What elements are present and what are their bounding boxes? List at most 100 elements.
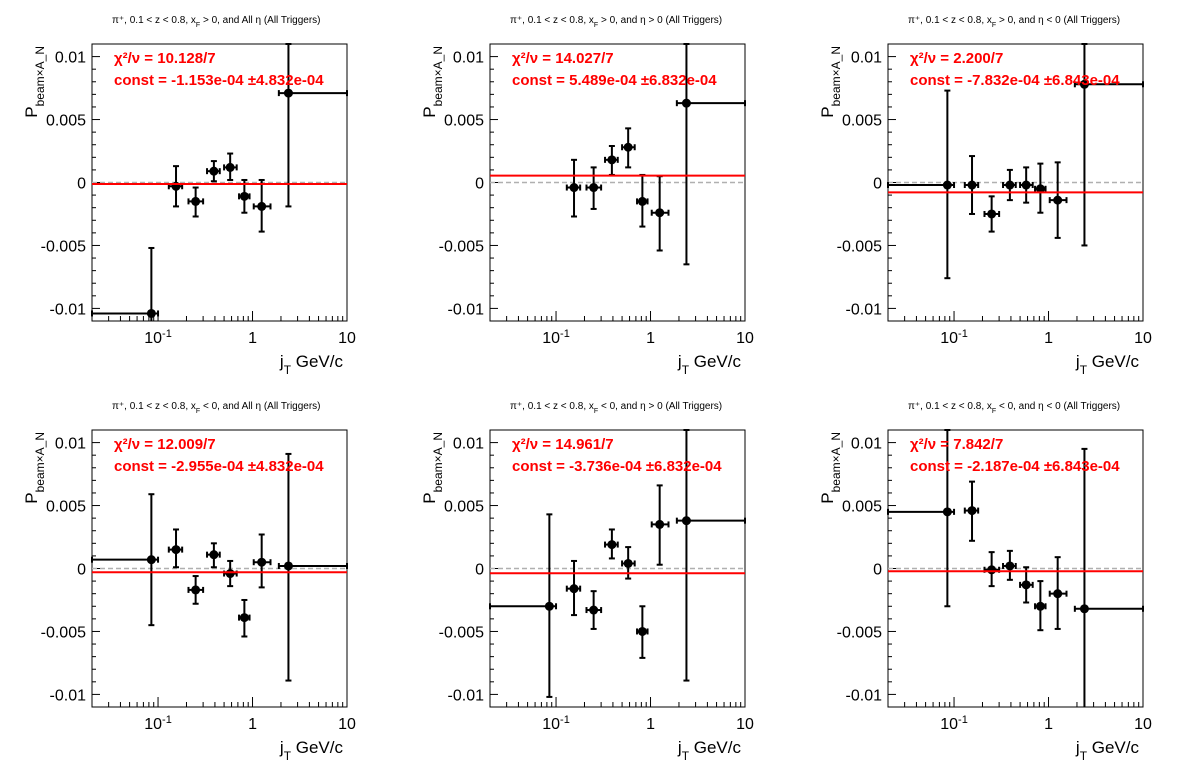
data-point (206, 160, 221, 183)
data-point (585, 590, 603, 630)
data-marker (1021, 580, 1031, 590)
y-tick-label: 0.005 (842, 113, 882, 130)
panel-title: π⁺, 0.1 < z < 0.8, xF < 0, and η < 0 (Al… (908, 401, 1120, 415)
x-axis-label: jT GeV/c (279, 352, 344, 377)
y-axis-label: Pbeam×A_N (22, 46, 47, 118)
fit-const-label: const = -1.153e-04 ±4.832e-04 (114, 72, 324, 89)
y-tick-label: 0.01 (55, 50, 86, 67)
data-marker (987, 565, 997, 575)
x-tick-label: 1 (1044, 330, 1053, 347)
data-point (277, 43, 348, 208)
y-tick-label: 0.01 (453, 50, 484, 67)
x-axis-label: jT GeV/c (1075, 352, 1140, 377)
fit-chi2-label: χ²/ν = 7.842/7 (910, 436, 1003, 453)
data-marker (589, 605, 599, 615)
y-tick-label: 0.01 (55, 436, 86, 453)
data-marker (1021, 180, 1031, 190)
data-point (565, 559, 582, 617)
data-point (650, 175, 670, 252)
y-tick-label: -0.01 (50, 687, 87, 704)
data-point (167, 165, 184, 208)
x-tick-label: 10 (338, 330, 356, 347)
data-point (887, 429, 956, 608)
data-point (604, 144, 619, 176)
x-tick-label: 10 (1134, 716, 1152, 733)
data-marker (283, 561, 293, 571)
data-point (675, 43, 746, 266)
y-tick-label: 0.01 (453, 436, 484, 453)
fit-const-label: const = 5.489e-04 ±6.832e-04 (512, 72, 717, 89)
data-point (1002, 549, 1017, 581)
x-axis-label: jT GeV/c (677, 352, 742, 377)
data-point (1034, 580, 1047, 632)
data-point (565, 158, 582, 218)
panel-2: π⁺, 0.1 < z < 0.8, xF > 0, and η > 0 (Al… (420, 15, 754, 377)
y-tick-label: -0.01 (448, 301, 485, 318)
data-point (206, 542, 221, 569)
data-marker (589, 183, 599, 193)
y-tick-label: -0.01 (50, 301, 87, 318)
data-point (238, 178, 251, 214)
y-tick-label: -0.005 (837, 624, 882, 641)
panel-title: π⁺, 0.1 < z < 0.8, xF < 0, and η > 0 (Al… (510, 401, 722, 415)
data-point (223, 559, 238, 588)
x-tick-label: 10-1 (542, 714, 570, 733)
y-tick-label: 0 (873, 562, 882, 579)
fit-chi2-label: χ²/ν = 14.027/7 (512, 50, 614, 67)
y-tick-label: -0.005 (41, 238, 86, 255)
data-marker (987, 209, 997, 219)
data-point (1048, 161, 1068, 239)
panel-6: π⁺, 0.1 < z < 0.8, xF < 0, and η < 0 (Al… (818, 401, 1152, 763)
data-point (983, 551, 1001, 588)
data-marker (146, 308, 156, 318)
data-point (636, 605, 649, 659)
data-marker (569, 584, 579, 594)
data-marker (681, 98, 691, 108)
fit-chi2-label: χ²/ν = 10.128/7 (114, 50, 216, 67)
x-tick-label: 10 (338, 716, 356, 733)
data-marker (569, 183, 579, 193)
data-marker (1035, 601, 1045, 611)
data-marker (1079, 604, 1089, 614)
x-tick-label: 10 (736, 330, 754, 347)
data-marker (1053, 195, 1063, 205)
y-axis-label: Pbeam×A_N (818, 432, 843, 504)
x-tick-label: 10 (1134, 330, 1152, 347)
fit-chi2-label: χ²/ν = 12.009/7 (114, 436, 216, 453)
data-marker (283, 88, 293, 98)
x-axis-label: jT GeV/c (279, 738, 344, 763)
data-marker (1053, 589, 1063, 599)
fit-const-label: const = -3.736e-04 ±6.832e-04 (512, 458, 722, 475)
data-marker (655, 519, 665, 529)
y-tick-label: -0.005 (439, 624, 484, 641)
panel-3: π⁺, 0.1 < z < 0.8, xF > 0, and η < 0 (Al… (818, 15, 1152, 377)
fit-const-label: const = -7.832e-04 ±6.843e-04 (910, 72, 1120, 89)
data-marker (146, 555, 156, 565)
y-tick-label: -0.005 (439, 238, 484, 255)
data-point (887, 89, 956, 280)
data-marker (191, 196, 201, 206)
y-axis-label: Pbeam×A_N (818, 46, 843, 118)
data-point (1019, 166, 1034, 204)
x-tick-label: 10-1 (940, 714, 968, 733)
x-tick-label: 10-1 (542, 328, 570, 347)
y-tick-label: 0.005 (444, 499, 484, 516)
data-point (963, 480, 980, 542)
data-point (238, 598, 251, 638)
data-marker (623, 558, 633, 568)
panel-4: π⁺, 0.1 < z < 0.8, xF < 0, and All η (Al… (22, 401, 356, 763)
y-axis-label: Pbeam×A_N (420, 432, 445, 504)
y-tick-label: -0.005 (837, 238, 882, 255)
data-marker (1035, 184, 1045, 194)
data-marker (209, 166, 219, 176)
data-marker (225, 569, 235, 579)
data-marker (257, 201, 267, 211)
data-point (91, 493, 160, 627)
x-tick-label: 1 (646, 716, 655, 733)
y-axis-label: Pbeam×A_N (22, 432, 47, 504)
y-tick-label: -0.01 (846, 301, 883, 318)
x-tick-label: 1 (1044, 716, 1053, 733)
data-marker (171, 545, 181, 555)
x-axis-label: jT GeV/c (677, 738, 742, 763)
